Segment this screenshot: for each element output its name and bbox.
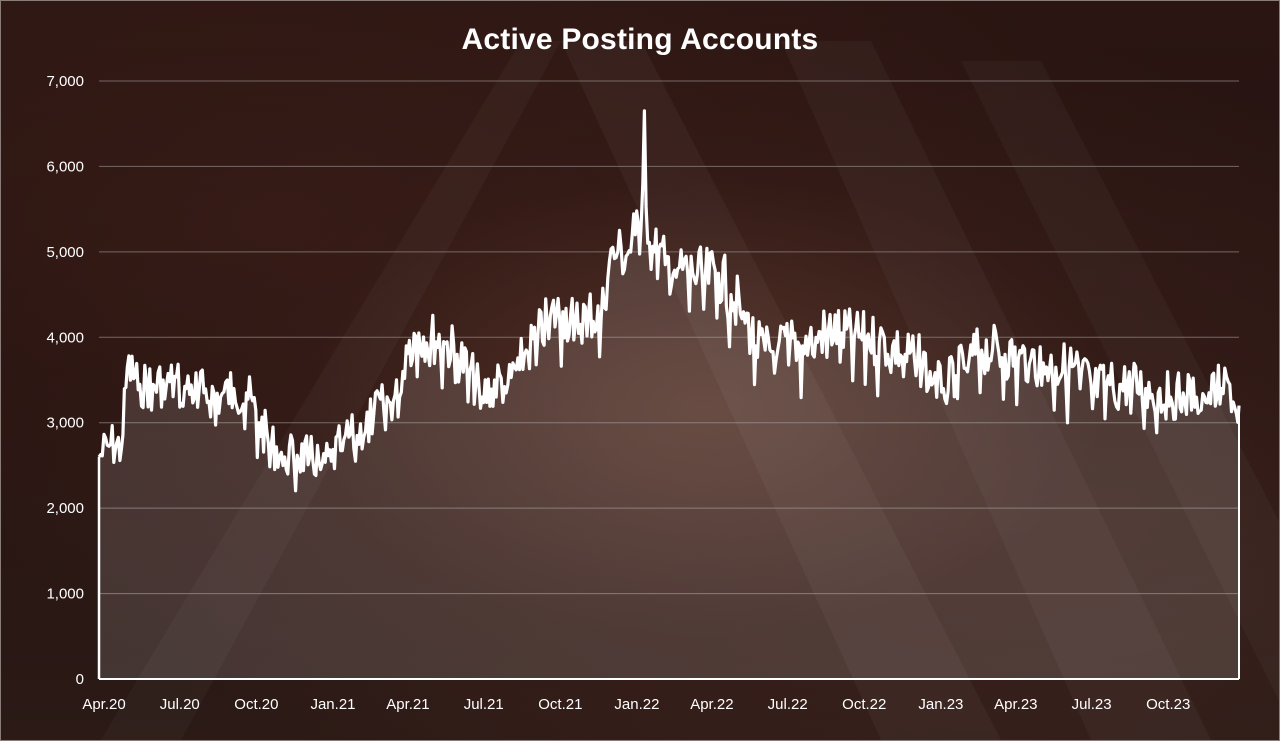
y-tick-label: 7,000 — [46, 73, 84, 90]
y-tick-label: 3,000 — [46, 415, 84, 432]
x-tick-label: Apr.23 — [994, 696, 1037, 713]
x-tick-label: Jul.22 — [768, 696, 808, 713]
x-tick-label: Apr.20 — [82, 696, 125, 713]
series-area — [97, 109, 1241, 679]
y-tick-label: 4,000 — [46, 329, 84, 346]
x-tick-label: Jan.21 — [310, 696, 355, 713]
y-tick-label: 6,000 — [46, 158, 84, 175]
x-tick-label: Oct.22 — [842, 696, 886, 713]
x-tick-label: Oct.20 — [234, 696, 278, 713]
x-tick-label: Jul.20 — [160, 696, 200, 713]
y-tick-label: 5,000 — [46, 244, 84, 261]
x-tick-label: Jan.23 — [918, 696, 963, 713]
y-tick-label: 0 — [76, 671, 84, 688]
axes — [99, 405, 1240, 680]
x-tick-label: Jul.21 — [464, 696, 504, 713]
x-tick-label: Apr.22 — [690, 696, 733, 713]
x-tick-label: Oct.23 — [1146, 696, 1190, 713]
x-tick-label: Apr.21 — [386, 696, 429, 713]
x-tick-label: Oct.21 — [538, 696, 582, 713]
y-tick-label: 1,000 — [46, 586, 84, 603]
series-area-fill — [99, 110, 1239, 679]
y-tick-labels: 0 1,000 2,000 3,000 4,000 5,000 6,000 7,000 — [46, 73, 84, 688]
series-line — [97, 109, 1241, 493]
x-tick-label: Jan.22 — [614, 696, 659, 713]
gridlines — [99, 80, 1239, 595]
x-tick-label: Jul.23 — [1072, 696, 1112, 713]
x-tick-labels: Apr.20 Jul.20 Oct.20 Jan.21 Apr.21 Jul.21 Oct.… — [82, 696, 1190, 713]
chart-title: Active Posting Accounts — [461, 23, 819, 56]
y-tick-label: 2,000 — [46, 500, 84, 517]
